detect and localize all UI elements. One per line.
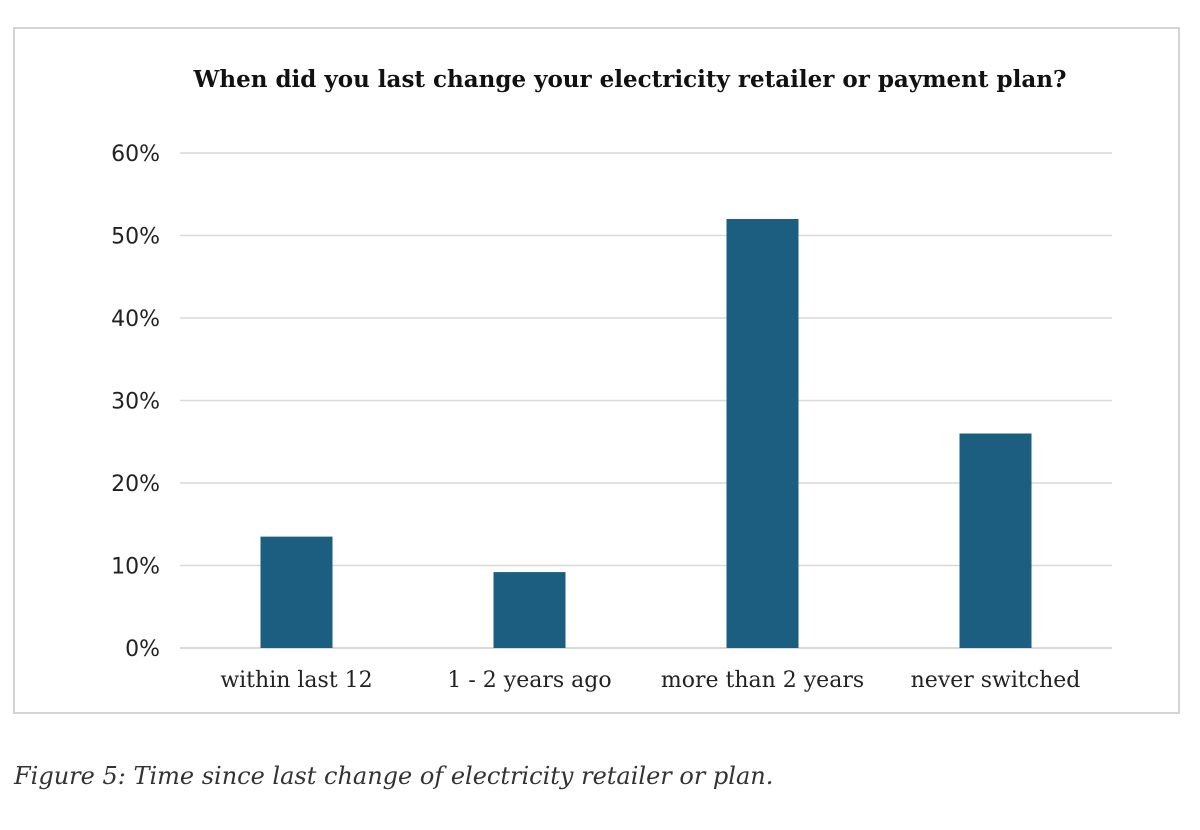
y-axis-tick-labels: 0% 10% 20% 30% 40% 50% 60%	[111, 142, 160, 662]
x-category-label: 1 - 2 years ago	[447, 668, 611, 693]
x-category-label: within last 12	[220, 668, 372, 693]
bar-chart: When did you last change your electricit…	[111, 66, 1112, 693]
y-tick-label: 10%	[111, 555, 160, 580]
y-tick-label: 0%	[125, 637, 160, 662]
bar	[726, 219, 799, 648]
bar	[260, 536, 333, 648]
y-tick-label: 50%	[111, 225, 160, 250]
bars	[260, 219, 1032, 648]
y-tick-label: 30%	[111, 390, 160, 415]
bar	[959, 433, 1032, 648]
bar	[493, 572, 566, 648]
chart-title: When did you last change your electricit…	[193, 66, 1067, 93]
x-category-label: more than 2 years	[661, 668, 864, 693]
y-tick-label: 60%	[111, 142, 160, 167]
figure-caption: Figure 5: Time since last change of elec…	[14, 762, 774, 790]
x-axis-category-labels: within last 12 1 - 2 years ago more than 2…	[220, 668, 1080, 693]
chart-frame: When did you last change your electricit…	[13, 27, 1180, 714]
x-category-label: never switched	[911, 668, 1081, 693]
y-tick-label: 40%	[111, 307, 160, 332]
gridlines	[180, 152, 1112, 649]
y-tick-label: 20%	[111, 472, 160, 497]
